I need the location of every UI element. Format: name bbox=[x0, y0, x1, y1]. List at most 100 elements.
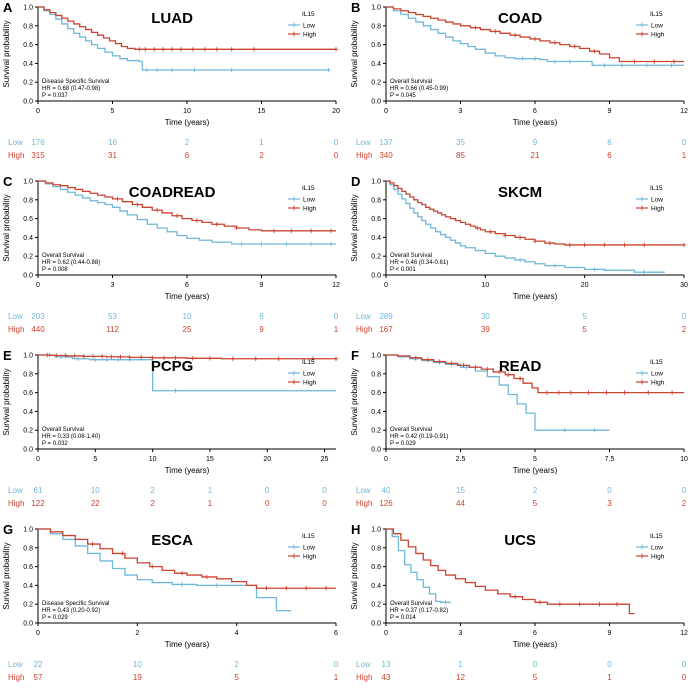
censor-mark bbox=[178, 47, 184, 52]
legend-label-low: Low bbox=[651, 197, 663, 204]
censor-mark bbox=[517, 257, 523, 263]
annotation-hr: HR = 0.68 (0.47-0.98) bbox=[42, 86, 100, 92]
y-tick-label: 0.8 bbox=[371, 197, 381, 204]
y-tick-label: 0.6 bbox=[23, 42, 33, 49]
km-curve-low bbox=[38, 354, 336, 392]
risk-count: 0 bbox=[333, 660, 339, 669]
y-tick-label: 0.4 bbox=[371, 409, 381, 416]
censor-mark bbox=[473, 25, 478, 30]
km-curve-high bbox=[38, 6, 336, 50]
legend-label-low: Low bbox=[303, 545, 315, 552]
censor-mark bbox=[582, 242, 587, 248]
censor-mark bbox=[204, 574, 210, 580]
censor-mark bbox=[586, 390, 591, 395]
censor-mark bbox=[572, 44, 577, 49]
y-axis-title: Survival probability bbox=[2, 368, 11, 435]
risk-count: 30 bbox=[480, 312, 490, 321]
censor-mark bbox=[512, 33, 518, 38]
censor-mark bbox=[229, 67, 234, 73]
legend-label-high: High bbox=[303, 380, 317, 387]
risk-count: 1 bbox=[207, 486, 213, 495]
km-plot: 1.0 0.8 0.6 0.4 0.2 0.00 5 10 15 20 Time (years) Su… bbox=[2, 5, 340, 128]
censor-mark bbox=[473, 365, 478, 370]
censor-mark bbox=[461, 363, 466, 368]
risk-row-high: High 122 22 2 1 0 0 bbox=[0, 498, 348, 511]
risk-count: 22 bbox=[90, 499, 100, 508]
censor-mark bbox=[503, 233, 508, 238]
censor-mark bbox=[333, 356, 339, 361]
legend-censor-icon bbox=[291, 379, 297, 385]
risk-count: 2 bbox=[259, 151, 264, 160]
risk-table: Low 13 1 0 0 0 High 43 12 5 1 0 bbox=[348, 659, 696, 685]
censor-mark bbox=[214, 583, 219, 588]
censor-mark bbox=[143, 47, 148, 52]
risk-table: Low 203 53 10 6 0 High 440 112 25 9 1 bbox=[0, 311, 348, 337]
censor-mark bbox=[138, 355, 144, 360]
y-tick-label: 0.2 bbox=[23, 80, 33, 87]
x-tick-label: 3 bbox=[459, 630, 463, 637]
y-axis-title: Survival probability bbox=[2, 194, 11, 261]
annotation-hr: HR = 0.46 (0.34-0.61) bbox=[390, 260, 448, 266]
risk-count: 0 bbox=[322, 499, 327, 508]
x-tick-label: 0 bbox=[384, 630, 388, 637]
annotation-hr: HR = 0.33 (0.08-1.40) bbox=[42, 434, 100, 440]
risk-count: 5 bbox=[532, 499, 538, 508]
y-tick-label: 0.2 bbox=[23, 254, 33, 261]
annotation-p: P < 0.001 bbox=[390, 267, 416, 273]
risk-group-label: High bbox=[356, 151, 373, 160]
x-tick-label: 10 bbox=[149, 456, 157, 463]
x-tick-label: 2 bbox=[135, 630, 139, 637]
annotation-p: P = 0.045 bbox=[390, 93, 416, 99]
annotation-survival-type: Overall Survival bbox=[42, 427, 84, 433]
censor-mark bbox=[669, 63, 674, 68]
y-tick-label: 0.4 bbox=[23, 583, 33, 590]
risk-count: 57 bbox=[33, 673, 43, 682]
x-tick-label: 10 bbox=[481, 282, 489, 289]
censor-mark bbox=[632, 59, 637, 64]
panel-title: READ bbox=[499, 358, 542, 375]
censor-mark bbox=[44, 352, 50, 358]
annotation-hr: HR = 0.43 (0.20-0.92) bbox=[42, 608, 100, 614]
censor-mark bbox=[497, 369, 502, 375]
annotation-p: P = 0.014 bbox=[390, 615, 416, 621]
y-tick-label: 0.0 bbox=[23, 99, 33, 106]
x-tick-label: 12 bbox=[680, 630, 688, 637]
risk-count: 5 bbox=[582, 325, 587, 334]
risk-count: 5 bbox=[234, 673, 239, 682]
annotation-hr: HR = 0.62 (0.44-0.88) bbox=[42, 260, 100, 266]
x-tick-label: 0 bbox=[384, 456, 388, 463]
censor-mark bbox=[614, 602, 620, 607]
risk-group-label: High bbox=[356, 499, 373, 508]
censor-mark bbox=[323, 586, 329, 591]
risk-group-label: High bbox=[8, 151, 25, 160]
annotation-hr: HR = 0.66 (0.45-0.99) bbox=[390, 86, 448, 92]
risk-count: 340 bbox=[379, 151, 393, 160]
censor-mark bbox=[135, 202, 140, 207]
y-tick-label: 0.0 bbox=[23, 447, 33, 454]
y-axis-title: Survival probability bbox=[350, 194, 359, 261]
annotation-survival-type: Overall Survival bbox=[42, 253, 84, 259]
y-tick-label: 0.8 bbox=[371, 371, 381, 378]
censor-mark bbox=[622, 390, 627, 395]
censor-mark bbox=[308, 241, 314, 247]
censor-mark bbox=[520, 56, 525, 61]
legend-censor-icon bbox=[639, 544, 645, 550]
censor-mark bbox=[251, 47, 257, 52]
km-plot: 1.0 0.8 0.6 0.4 0.2 0.00 2.5 5 7.5 10 Time (years)… bbox=[350, 353, 688, 476]
censor-mark bbox=[333, 47, 339, 52]
y-tick-label: 0.0 bbox=[371, 447, 381, 454]
censor-mark bbox=[604, 390, 609, 395]
risk-count: 289 bbox=[379, 312, 393, 321]
annotation-p: P = 0.032 bbox=[42, 441, 68, 447]
risk-row-high: High 315 31 6 2 0 bbox=[0, 150, 348, 163]
censor-mark bbox=[642, 269, 647, 275]
censor-mark bbox=[202, 47, 208, 52]
x-tick-label: 20 bbox=[581, 282, 589, 289]
panel-letter: D bbox=[351, 174, 361, 189]
censor-mark bbox=[413, 355, 418, 361]
x-tick-label: 2.5 bbox=[456, 456, 466, 463]
censor-mark bbox=[144, 67, 149, 73]
censor-mark bbox=[90, 541, 95, 547]
risk-count: 0 bbox=[607, 486, 612, 495]
